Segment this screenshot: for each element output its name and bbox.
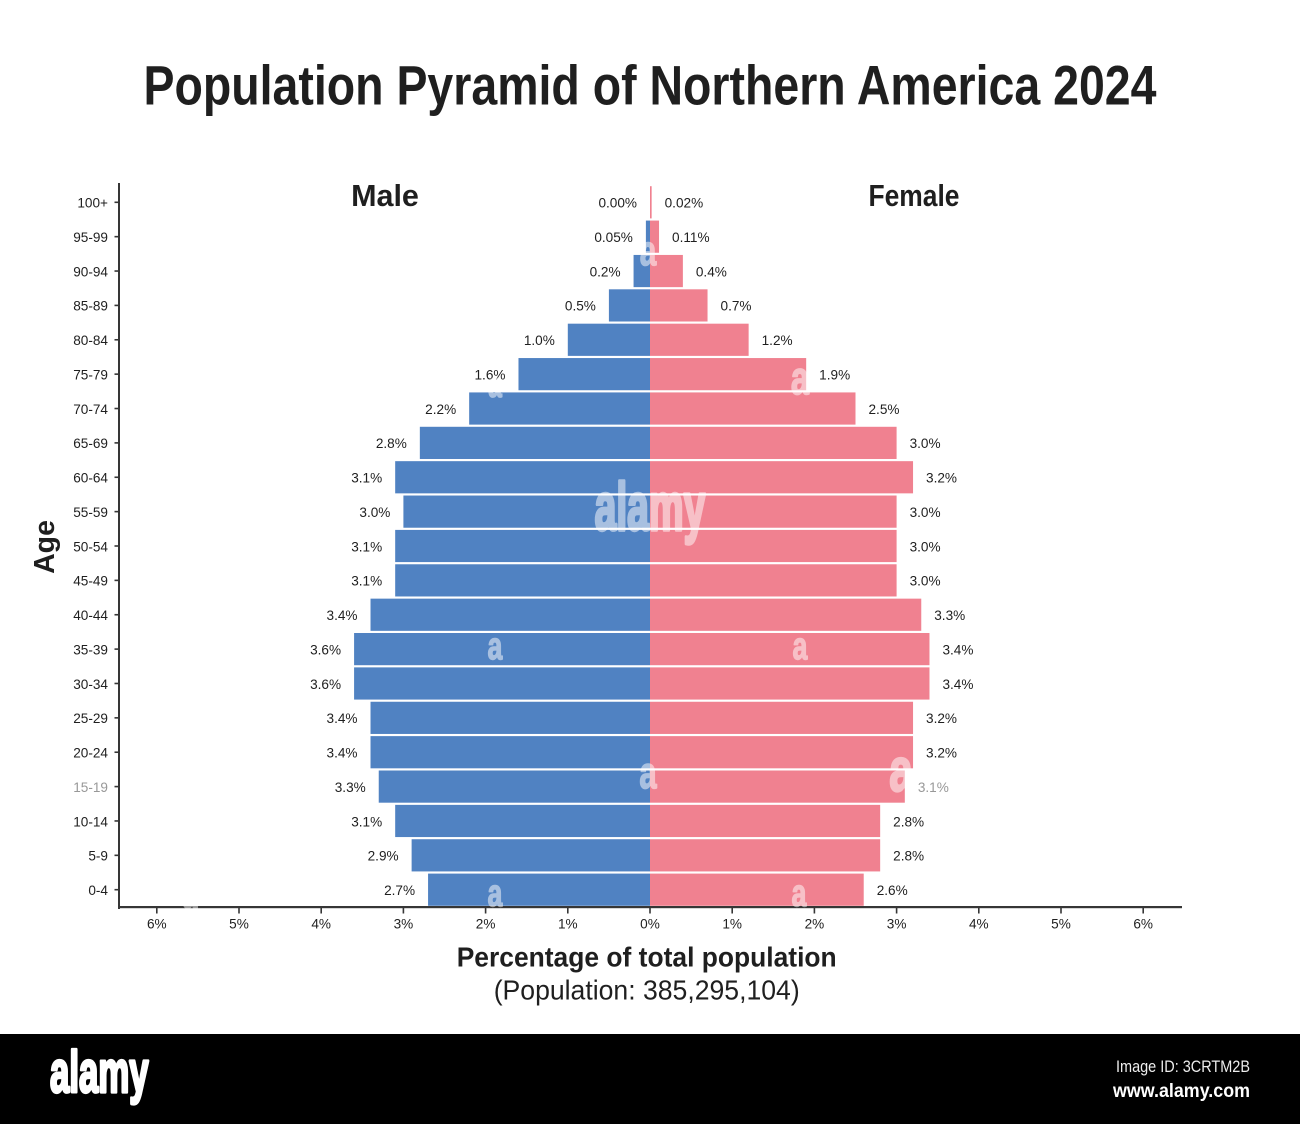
svg-text:10-14: 10-14 (73, 814, 108, 829)
svg-text:85-89: 85-89 (73, 299, 108, 314)
svg-text:5%: 5% (1051, 917, 1071, 932)
svg-text:3.3%: 3.3% (934, 608, 965, 623)
svg-text:3.4%: 3.4% (327, 746, 358, 761)
svg-text:Age: Age (29, 520, 61, 574)
svg-text:1%: 1% (558, 917, 578, 932)
svg-text:a: a (792, 871, 807, 914)
svg-text:3.3%: 3.3% (335, 780, 366, 795)
svg-text:0.00%: 0.00% (598, 196, 637, 211)
svg-text:3.4%: 3.4% (942, 677, 973, 692)
svg-text:1.6%: 1.6% (474, 367, 505, 382)
svg-text:3.1%: 3.1% (351, 814, 382, 829)
svg-text:6%: 6% (147, 917, 167, 932)
svg-text:alamy: alamy (50, 1041, 149, 1105)
svg-text:3.4%: 3.4% (942, 642, 973, 657)
svg-text:5-9: 5-9 (88, 849, 108, 864)
svg-text:65-69: 65-69 (73, 436, 108, 451)
svg-text:2.8%: 2.8% (893, 849, 924, 864)
svg-text:30-34: 30-34 (73, 677, 108, 692)
svg-text:2%: 2% (476, 917, 496, 932)
svg-text:95-99: 95-99 (73, 230, 108, 245)
svg-text:2.8%: 2.8% (893, 814, 924, 829)
svg-text:3.0%: 3.0% (910, 436, 941, 451)
svg-text:6%: 6% (1133, 917, 1153, 932)
svg-text:0.2%: 0.2% (590, 264, 621, 279)
svg-text:2.6%: 2.6% (877, 883, 908, 898)
svg-text:a: a (639, 750, 657, 799)
svg-text:3.2%: 3.2% (926, 711, 957, 726)
svg-text:3.0%: 3.0% (910, 574, 941, 589)
svg-text:4%: 4% (311, 917, 331, 932)
svg-text:0.02%: 0.02% (665, 196, 704, 211)
svg-text:25-29: 25-29 (73, 711, 108, 726)
svg-text:3.1%: 3.1% (351, 471, 382, 486)
svg-text:90-94: 90-94 (73, 264, 108, 279)
svg-text:a: a (793, 624, 808, 667)
svg-text:3%: 3% (394, 917, 414, 932)
svg-text:80-84: 80-84 (73, 333, 108, 348)
svg-text:3.6%: 3.6% (310, 642, 341, 657)
svg-text:15-19: 15-19 (73, 780, 108, 795)
svg-text:75-79: 75-79 (73, 367, 108, 382)
svg-text:a: a (640, 227, 657, 275)
svg-text:3.0%: 3.0% (910, 539, 941, 554)
svg-text:a: a (183, 873, 198, 916)
svg-text:1.2%: 1.2% (762, 333, 793, 348)
svg-text:60-64: 60-64 (73, 471, 108, 486)
svg-text:a: a (488, 871, 503, 914)
svg-text:3.1%: 3.1% (918, 780, 949, 795)
svg-text:3.1%: 3.1% (351, 574, 382, 589)
svg-text:0-4: 0-4 (88, 883, 108, 898)
svg-text:a: a (889, 738, 913, 805)
svg-text:35-39: 35-39 (73, 642, 108, 657)
svg-text:2.8%: 2.8% (376, 436, 407, 451)
svg-text:3.0%: 3.0% (359, 505, 390, 520)
svg-text:a: a (488, 364, 503, 405)
svg-text:2.9%: 2.9% (368, 849, 399, 864)
svg-text:45-49: 45-49 (73, 574, 108, 589)
svg-text:3.6%: 3.6% (310, 677, 341, 692)
svg-text:1.9%: 1.9% (819, 367, 850, 382)
svg-text:3.4%: 3.4% (327, 608, 358, 623)
svg-text:1%: 1% (722, 917, 742, 932)
svg-text:1.0%: 1.0% (524, 333, 555, 348)
svg-text:a: a (791, 353, 810, 404)
svg-text:Male: Male (351, 179, 419, 213)
svg-text:Image ID: 3CRTM2B: Image ID: 3CRTM2B (1116, 1058, 1250, 1076)
svg-text:20-24: 20-24 (73, 746, 108, 761)
svg-text:Population Pyramid of Northern: Population Pyramid of Northern America 2… (144, 54, 1157, 117)
svg-text:100+: 100+ (77, 196, 108, 211)
svg-text:70-74: 70-74 (73, 402, 108, 417)
svg-text:0%: 0% (640, 917, 660, 932)
svg-text:3.1%: 3.1% (351, 539, 382, 554)
svg-text:2%: 2% (805, 917, 825, 932)
svg-text:0.11%: 0.11% (672, 230, 710, 245)
svg-text:3.0%: 3.0% (910, 505, 941, 520)
svg-text:2.2%: 2.2% (425, 402, 456, 417)
svg-text:2.5%: 2.5% (869, 402, 900, 417)
svg-text:55-59: 55-59 (73, 505, 108, 520)
svg-text:www.alamy.com: www.alamy.com (1112, 1081, 1250, 1102)
svg-text:2.7%: 2.7% (384, 883, 415, 898)
svg-text:3.2%: 3.2% (926, 746, 957, 761)
svg-text:Percentage of total population: Percentage of total population (457, 942, 837, 973)
svg-text:0.5%: 0.5% (565, 299, 596, 314)
svg-text:alamy: alamy (595, 469, 706, 545)
svg-text:3%: 3% (887, 917, 907, 932)
svg-text:Female: Female (869, 179, 960, 213)
svg-text:3.4%: 3.4% (327, 711, 358, 726)
svg-text:a: a (488, 624, 503, 667)
svg-text:0.7%: 0.7% (721, 299, 752, 314)
svg-text:50-54: 50-54 (73, 539, 108, 554)
svg-text:40-44: 40-44 (73, 608, 108, 623)
svg-text:0.4%: 0.4% (696, 264, 727, 279)
svg-text:4%: 4% (969, 917, 989, 932)
svg-text:(Population: 385,295,104): (Population: 385,295,104) (494, 975, 800, 1006)
svg-text:5%: 5% (229, 917, 249, 932)
svg-text:3.2%: 3.2% (926, 471, 957, 486)
svg-text:0.05%: 0.05% (594, 230, 633, 245)
